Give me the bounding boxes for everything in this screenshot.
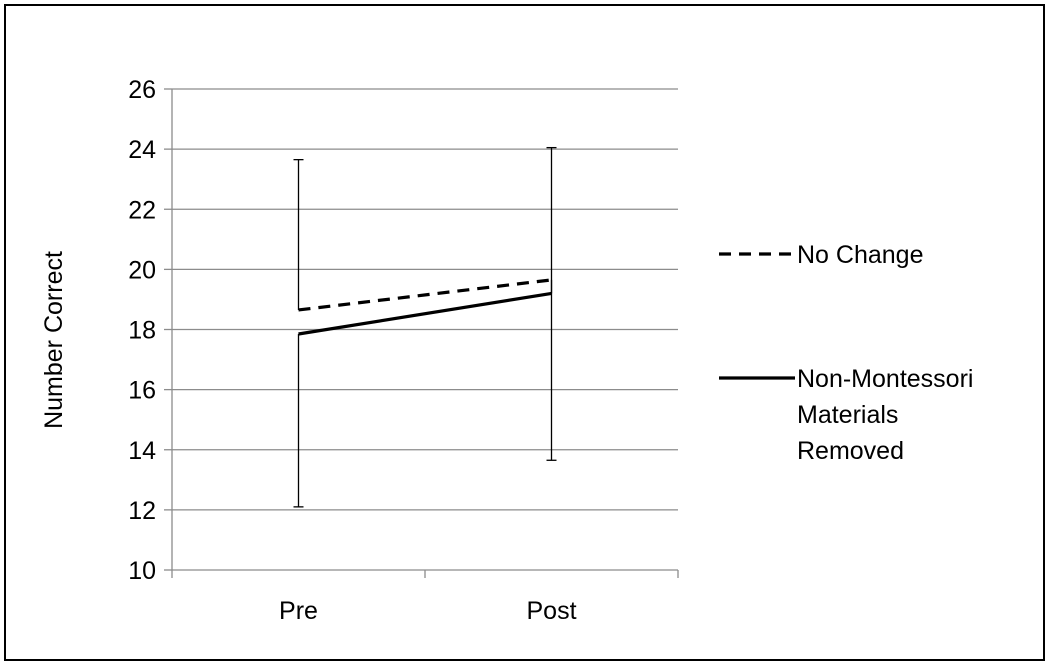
y-tick-label-22: 22 [128,196,156,224]
grid-lines [172,88,678,511]
tick-labels: 10 12 14 16 18 20 22 24 26 Pre Post [128,76,576,625]
y-tick-label-26: 26 [128,76,156,104]
y-axis-label: Number Correct [40,251,68,429]
chart-frame [4,4,1045,661]
y-tick-label-14: 14 [128,437,156,465]
legend-label-1-line-2: Removed [797,437,904,465]
y-tick-label-24: 24 [128,136,156,164]
y-tick-label-12: 12 [128,497,156,525]
y-tick-label-10: 10 [128,557,156,585]
legend-label-1-line-1: Materials [797,401,898,429]
series-line-0 [298,278,552,312]
legend-label-0: No Change [797,241,923,269]
legend: No Change Non-Montessori Materials Removed [719,241,973,465]
axes [164,88,679,578]
y-tick-label-18: 18 [128,317,156,345]
x-tick-label-pre: Pre [279,597,318,625]
legend-label-1-line-0: Non-Montessori [797,365,973,393]
y-tick-label-16: 16 [128,377,156,405]
y-tick-label-20: 20 [128,256,156,284]
error-bars [293,146,557,508]
series-lines [298,278,552,336]
x-tick-label-post: Post [526,597,576,625]
series-line-1 [298,291,552,336]
